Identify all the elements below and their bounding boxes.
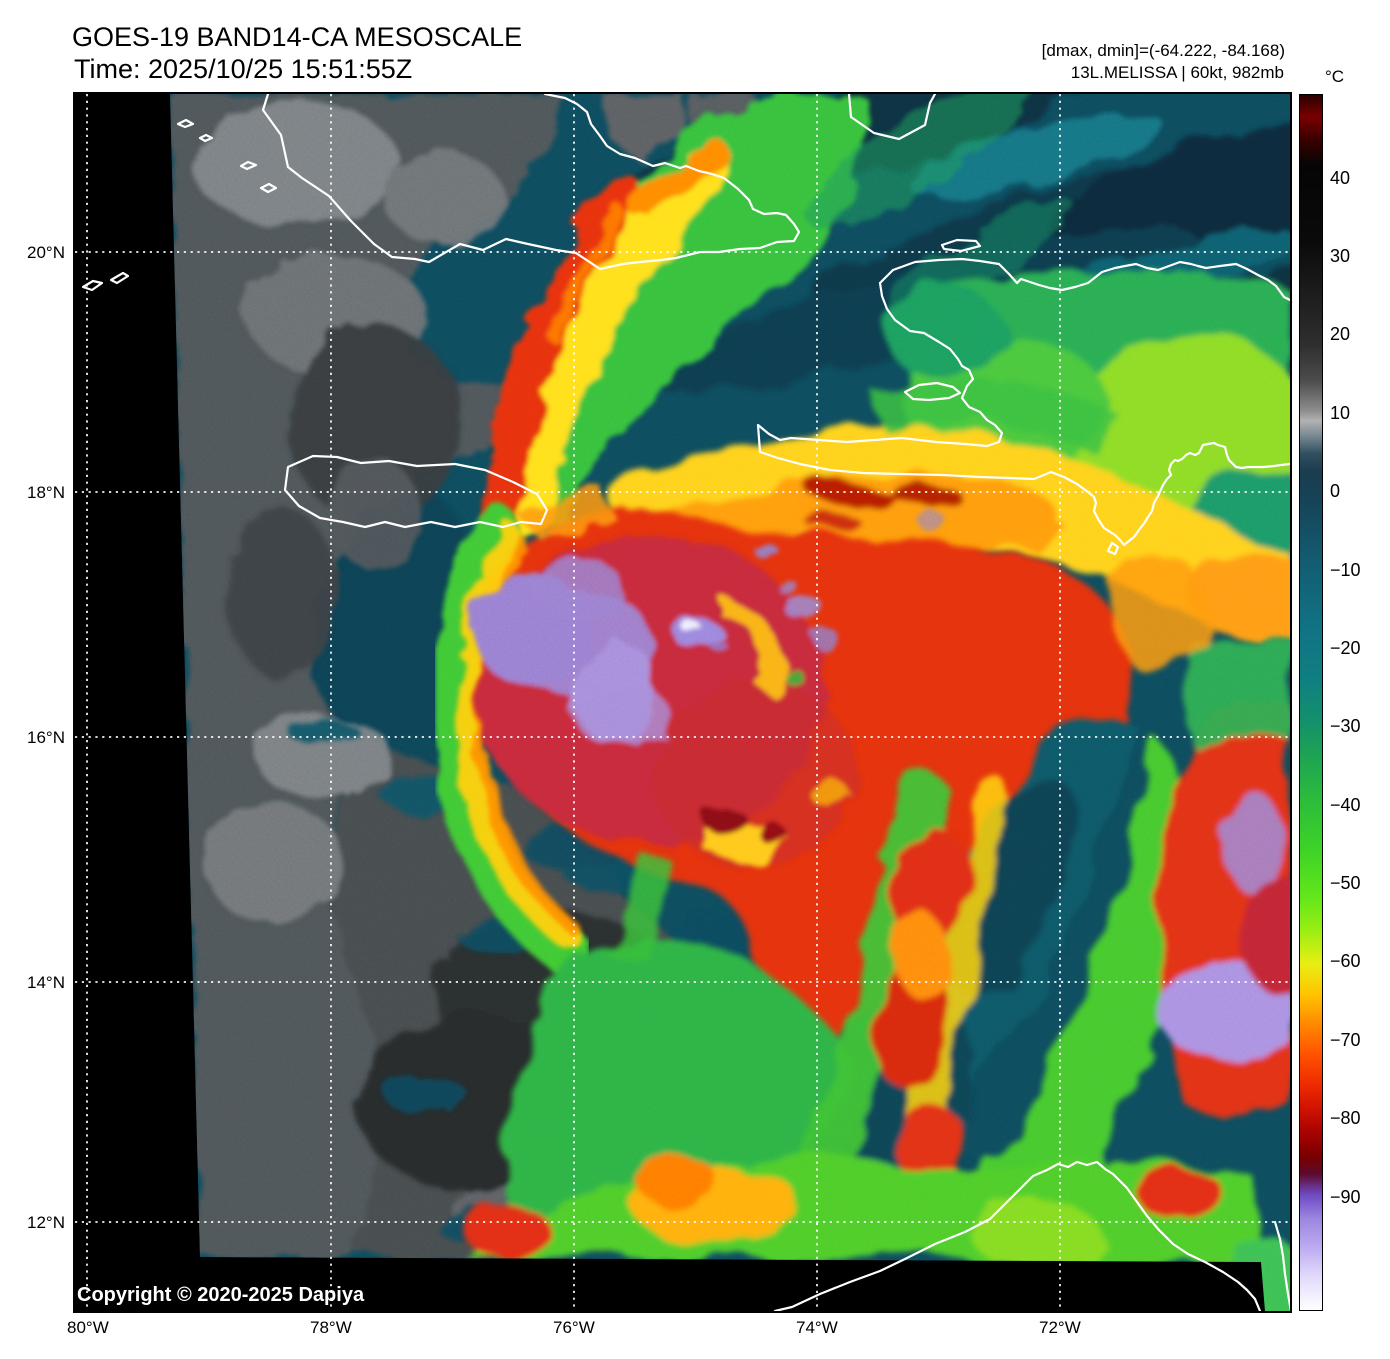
svg-text:Copyright © 2020-2025 Dapiya: Copyright © 2020-2025 Dapiya [77, 1284, 365, 1306]
